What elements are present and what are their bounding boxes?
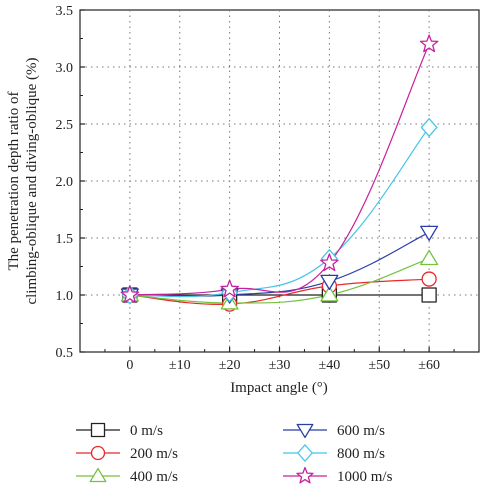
data-point-marker bbox=[420, 225, 439, 241]
series-markers bbox=[120, 34, 439, 312]
ticks: 0 ±10 ±20 ±30 ±40 ±50 ±60 0.5 1.0 1.5 2.0 2.5 3.0 3.5 bbox=[56, 4, 455, 373]
y-axis-label-line-2: climbing-oblique and diving-oblique (%) bbox=[24, 57, 40, 304]
y-tick-label: 2.5 bbox=[56, 118, 74, 133]
y-axis-label-line-1: The penetration depth ratio of bbox=[6, 91, 22, 270]
legend-marker bbox=[90, 445, 106, 461]
legend-marker bbox=[89, 467, 107, 483]
data-point-marker bbox=[320, 274, 339, 291]
legend-label: 600 m/s bbox=[337, 423, 385, 439]
legend: 0 m/s 200 m/s 400 m/s 600 m/s 800 m/s 1000 m/… bbox=[76, 422, 393, 485]
data-point-marker bbox=[421, 287, 437, 303]
y-tick-label: 1.5 bbox=[56, 232, 74, 247]
data-point-marker bbox=[120, 285, 140, 304]
y-tick-label: 1.0 bbox=[56, 289, 74, 304]
legend-label: 400 m/s bbox=[130, 469, 178, 485]
y-tick-label: 2.0 bbox=[56, 175, 74, 190]
data-point-marker bbox=[420, 118, 438, 137]
x-tick-label: ±40 bbox=[319, 358, 341, 373]
legend-label: 1000 m/s bbox=[337, 469, 393, 485]
legend-marker bbox=[90, 422, 106, 438]
x-tick-label: ±10 bbox=[169, 358, 191, 373]
series-curves bbox=[129, 43, 430, 305]
x-tick-label: ±50 bbox=[368, 358, 390, 373]
legend-marker bbox=[296, 466, 314, 484]
series-line bbox=[129, 278, 430, 305]
legend-label: 0 m/s bbox=[130, 423, 163, 439]
legend-label: 200 m/s bbox=[130, 446, 178, 462]
legend-item: 200 m/s bbox=[76, 445, 178, 462]
y-tick-label: 3.5 bbox=[56, 4, 74, 19]
series-line bbox=[129, 43, 430, 296]
data-point-marker bbox=[320, 253, 339, 272]
legend-item: 1000 m/s bbox=[283, 466, 393, 485]
x-tick-label: ±30 bbox=[269, 358, 291, 373]
legend-marker bbox=[297, 444, 313, 462]
x-tick-label: 0 bbox=[126, 358, 133, 373]
y-tick-label: 0.5 bbox=[56, 346, 74, 361]
data-point-marker bbox=[420, 249, 439, 266]
data-point-marker bbox=[419, 34, 439, 53]
y-tick-label: 3.0 bbox=[56, 61, 74, 76]
grid bbox=[80, 10, 479, 352]
legend-marker bbox=[296, 423, 314, 439]
legend-item: 600 m/s bbox=[283, 423, 385, 439]
data-point-marker bbox=[220, 279, 239, 298]
x-axis-label: Impact angle (°) bbox=[230, 380, 328, 396]
legend-item: 400 m/s bbox=[76, 467, 178, 485]
legend-item: 800 m/s bbox=[283, 444, 385, 462]
data-point-marker bbox=[320, 286, 339, 302]
x-tick-label: ±60 bbox=[418, 358, 440, 373]
x-tick-label: ±20 bbox=[219, 358, 241, 373]
data-point-marker bbox=[421, 271, 437, 287]
series-line bbox=[129, 127, 430, 298]
legend-label: 800 m/s bbox=[337, 446, 385, 462]
legend-item: 0 m/s bbox=[76, 422, 163, 439]
series-line bbox=[129, 257, 430, 304]
